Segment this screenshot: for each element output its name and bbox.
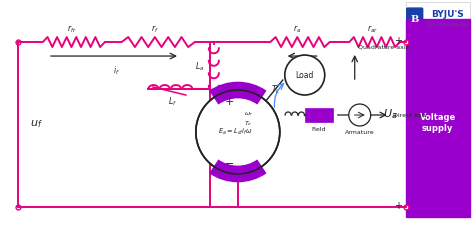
Text: $r_{ar}$: $r_{ar}$ [367, 23, 378, 35]
Text: $U_a$: $U_a$ [383, 108, 398, 121]
Text: $\omega_r$: $\omega_r$ [244, 110, 253, 118]
Text: $u_f$: $u_f$ [29, 118, 42, 130]
Text: +: + [394, 36, 401, 46]
Text: $i_f$: $i_f$ [113, 64, 120, 77]
Circle shape [285, 55, 325, 95]
Text: $r_{fr}$: $r_{fr}$ [67, 23, 76, 35]
Text: +: + [225, 97, 235, 107]
Text: $L_a$: $L_a$ [195, 61, 204, 73]
FancyBboxPatch shape [305, 108, 333, 122]
Circle shape [349, 104, 371, 126]
Text: +: + [394, 201, 401, 211]
Circle shape [196, 90, 280, 174]
Text: $i_a$: $i_a$ [299, 64, 306, 77]
Text: Quadrature axis: Quadrature axis [358, 45, 409, 50]
Text: Armature: Armature [345, 130, 374, 135]
Text: $r_f$: $r_f$ [151, 23, 159, 35]
Text: B: B [410, 14, 419, 23]
Text: −: − [225, 159, 235, 169]
Text: $E_a{=}L_{af}i_f\omega$: $E_a{=}L_{af}i_f\omega$ [219, 127, 253, 137]
Text: $L_f$: $L_f$ [168, 95, 177, 108]
FancyBboxPatch shape [406, 2, 470, 32]
FancyBboxPatch shape [406, 19, 470, 217]
Text: $r_a$: $r_a$ [293, 23, 301, 35]
Text: $T_L$: $T_L$ [271, 84, 281, 96]
Text: The Learning App: The Learning App [426, 22, 469, 27]
Text: $T_e$: $T_e$ [244, 119, 252, 128]
Text: Load: Load [296, 71, 314, 80]
Text: Field: Field [311, 127, 326, 132]
Text: Voltage
supply: Voltage supply [419, 113, 456, 133]
Text: Direct axis: Direct axis [392, 113, 426, 118]
FancyBboxPatch shape [407, 8, 423, 30]
Text: BYJU'S: BYJU'S [431, 9, 464, 18]
